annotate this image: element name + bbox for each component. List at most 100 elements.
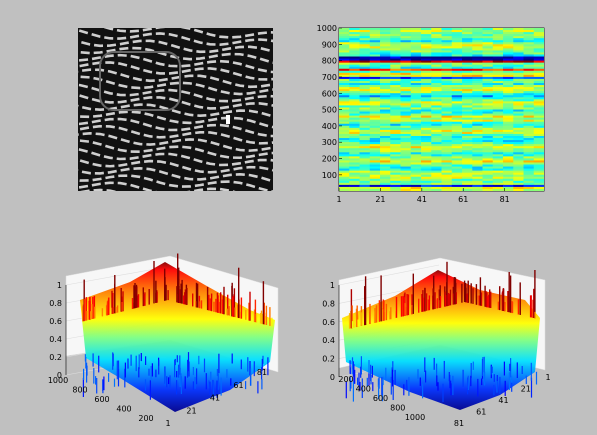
heatmap-cell bbox=[349, 184, 361, 188]
heatmap-cell bbox=[462, 38, 473, 41]
heatmap-cell bbox=[400, 70, 412, 74]
heatmap-cell bbox=[472, 83, 484, 86]
heatmap-cell bbox=[503, 87, 514, 90]
heatmap-cell bbox=[533, 44, 544, 47]
heatmap-cell bbox=[503, 70, 514, 74]
heatmap-cell bbox=[462, 54, 473, 58]
heatmap-cell bbox=[359, 105, 371, 109]
heatmap-cell bbox=[339, 174, 350, 178]
heatmap-cell bbox=[503, 172, 514, 176]
heatmap-cell bbox=[503, 56, 514, 60]
heatmap-cell bbox=[349, 64, 361, 68]
heatmap-cell bbox=[451, 68, 463, 72]
heatmap-cell bbox=[462, 119, 473, 123]
heatmap-cell bbox=[523, 129, 535, 133]
heatmap-cell bbox=[349, 129, 361, 133]
heatmap-cell bbox=[400, 160, 412, 164]
heatmap-cell bbox=[410, 105, 422, 109]
heatmap-cell bbox=[492, 32, 504, 35]
heatmap-cell bbox=[369, 156, 381, 159]
heatmap-cell bbox=[482, 44, 494, 47]
heatmap-cell bbox=[359, 107, 371, 111]
heatmap-cell bbox=[472, 72, 484, 76]
heatmap-cell bbox=[451, 182, 463, 186]
heatmap-cell bbox=[513, 133, 525, 137]
heatmap-cell bbox=[380, 158, 391, 162]
heatmap-cell bbox=[472, 107, 484, 111]
heatmap-cell bbox=[421, 176, 432, 180]
heatmap-cell bbox=[513, 182, 525, 186]
heatmap-cell bbox=[513, 131, 525, 135]
heatmap-cell bbox=[523, 74, 535, 78]
heatmap-cell bbox=[492, 97, 504, 100]
heatmap-cell bbox=[390, 113, 402, 117]
heatmap-cell bbox=[513, 42, 525, 45]
heatmap-cell bbox=[523, 113, 535, 117]
y-tick-label: 500 bbox=[322, 106, 337, 115]
heatmap-cell bbox=[339, 107, 350, 111]
heatmap-cell bbox=[431, 34, 443, 37]
heatmap-cell bbox=[349, 74, 361, 78]
heatmap-cell bbox=[339, 76, 350, 80]
width-tick-label: 21 bbox=[186, 406, 196, 415]
heatmap-cell bbox=[380, 70, 391, 74]
stripe bbox=[78, 46, 273, 64]
heatmap-cell bbox=[380, 95, 391, 98]
heatmap-cell bbox=[400, 109, 412, 113]
heatmap-cell bbox=[380, 162, 391, 166]
heatmap-cell bbox=[400, 172, 412, 176]
heatmap-cell bbox=[359, 28, 371, 31]
heatmap-cell bbox=[492, 129, 504, 133]
heatmap-cell bbox=[359, 44, 371, 47]
heatmap-cell bbox=[349, 146, 361, 149]
heatmap-cell bbox=[482, 176, 494, 180]
heatmap-cell bbox=[451, 48, 463, 52]
heatmap-cell bbox=[441, 44, 453, 47]
heatmap-cell bbox=[533, 62, 544, 66]
heatmap-cell bbox=[513, 44, 525, 47]
heatmap-cell bbox=[390, 140, 402, 143]
heatmap-cell bbox=[503, 78, 514, 82]
heatmap-cell bbox=[513, 172, 525, 176]
heatmap-cell bbox=[400, 123, 412, 127]
heatmap-cell bbox=[451, 186, 463, 190]
heatmap-cell bbox=[523, 180, 535, 184]
heatmap-cell bbox=[523, 95, 535, 98]
heatmap-cell bbox=[441, 38, 453, 41]
heatmap-cell bbox=[523, 46, 535, 49]
heatmap-cell bbox=[513, 34, 525, 37]
heatmap-cell bbox=[451, 99, 463, 102]
heatmap-cell bbox=[421, 89, 432, 92]
heatmap-cell bbox=[513, 78, 525, 82]
heatmap-cell bbox=[410, 78, 422, 82]
heatmap-cell bbox=[349, 56, 361, 60]
heatmap-cell bbox=[421, 40, 432, 43]
heatmap-cell bbox=[523, 131, 535, 135]
heatmap-cell bbox=[451, 170, 463, 174]
heatmap-cell bbox=[441, 83, 453, 86]
heatmap-cell bbox=[472, 30, 484, 33]
heatmap-cell bbox=[482, 97, 494, 100]
heatmap-cell bbox=[380, 66, 391, 70]
heatmap-cell bbox=[462, 101, 473, 104]
heatmap-cell bbox=[533, 105, 544, 109]
heatmap-cell bbox=[503, 97, 514, 100]
heatmap-cell bbox=[390, 105, 402, 109]
heatmap-cell bbox=[533, 158, 544, 162]
heatmap-cell bbox=[369, 95, 381, 98]
heatmap-cell bbox=[492, 30, 504, 33]
heatmap-cell bbox=[451, 74, 463, 78]
heatmap-cell bbox=[359, 125, 371, 129]
heatmap-cell bbox=[533, 40, 544, 43]
heatmap-cell bbox=[369, 115, 381, 119]
y-tick-label: 400 bbox=[322, 122, 337, 131]
heatmap-cell bbox=[349, 72, 361, 76]
heatmap-cell bbox=[421, 52, 432, 56]
heatmap-cell bbox=[472, 184, 484, 188]
heatmap-cell bbox=[359, 42, 371, 45]
heatmap-cell bbox=[431, 125, 443, 129]
width-tick-label: 41 bbox=[498, 396, 508, 405]
heatmap-cell bbox=[472, 50, 484, 54]
heatmap-cell bbox=[513, 97, 525, 100]
heatmap-cells bbox=[339, 28, 544, 191]
